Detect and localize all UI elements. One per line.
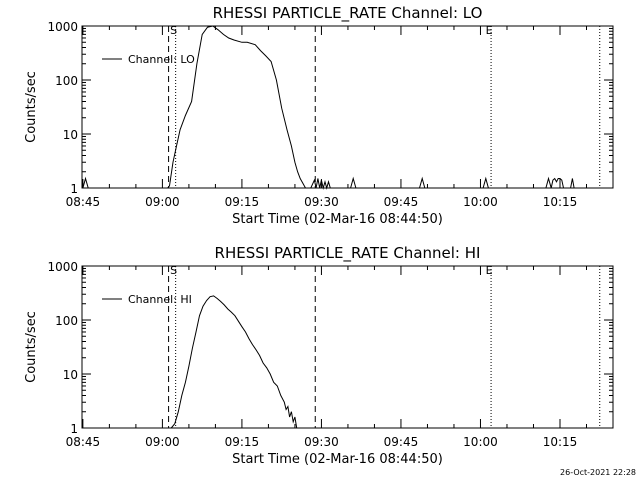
panel-2-x-tick-label: 10:15 [543, 435, 578, 449]
panel-2-y-tick-label: 1000 [47, 260, 78, 274]
panel-1-x-tick-label: 09:00 [145, 195, 180, 209]
panel-2-x-tick-label: 09:15 [225, 435, 260, 449]
panel-1-marker-e: E [486, 24, 493, 37]
panel-2-y-tick-label: 10 [63, 368, 78, 382]
panel-1-series-line [82, 25, 575, 190]
panel-1-x-axis-label: Start Time (02-Mar-16 08:44:50) [232, 212, 443, 227]
panel-1-y-tick-label: 1 [70, 182, 78, 196]
panel-2-x-axis-label: Start Time (02-Mar-16 08:44:50) [232, 452, 443, 467]
panel-2-marker-s: S [170, 264, 177, 277]
panel-2-x-tick-label: 09:00 [145, 435, 180, 449]
panel-1-y-axis-label: Counts/sec [24, 71, 39, 143]
panel-1-x-tick-label: 10:00 [463, 195, 498, 209]
panel-2-x-tick-label: 09:45 [384, 435, 419, 449]
panel-2-y-tick-label: 100 [55, 314, 78, 328]
panel-1-marker-s: S [170, 24, 177, 37]
footer-timestamp: 26-Oct-2021 22:28 [560, 468, 636, 477]
panel-2-y-axis-label: Counts/sec [24, 311, 39, 383]
panel-2-frame [81, 265, 614, 429]
panel-1-legend-label: Channel: LO [128, 53, 195, 66]
panel-1-y-tick-label: 10 [63, 128, 78, 142]
panel-1-title: RHESSI PARTICLE_RATE Channel: LO [213, 4, 483, 23]
panel-2-legend-label: Channel: HI [128, 293, 192, 306]
panel-1-y-tick-label: 100 [55, 74, 78, 88]
panel-1-x-tick-label: 09:15 [225, 195, 260, 209]
panel-1-y-tick-label: 1000 [47, 20, 78, 34]
panel-2-x-tick-label: 08:45 [66, 435, 101, 449]
panel-1-x-tick-label: 08:45 [66, 195, 101, 209]
panel-2-marker-e: E [486, 264, 493, 277]
panel-2-series-line [170, 295, 298, 429]
panel-2-x-tick-label: 10:00 [463, 435, 498, 449]
panel-1-x-tick-label: 09:45 [384, 195, 419, 209]
panel-2-x-tick-label: 09:30 [304, 435, 339, 449]
panel-1-frame [81, 25, 614, 189]
panel-1-x-tick-label: 10:15 [543, 195, 578, 209]
panel-2-y-tick-label: 1 [70, 422, 78, 436]
panel-2-title: RHESSI PARTICLE_RATE Channel: HI [215, 244, 481, 263]
panel-1-x-tick-label: 09:30 [304, 195, 339, 209]
